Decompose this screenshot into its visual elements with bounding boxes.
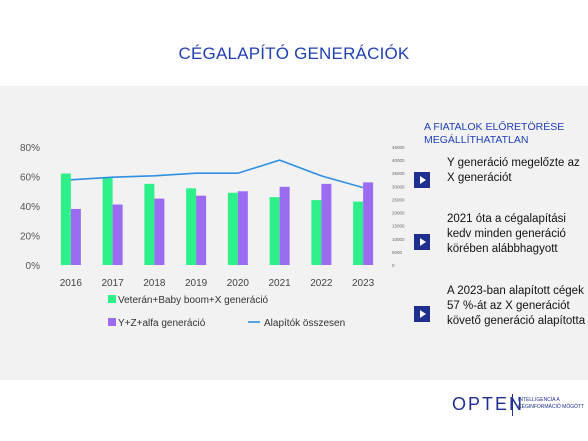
x-tick-label: 2016 xyxy=(60,278,83,289)
x-tick-label: 2019 xyxy=(185,278,208,289)
bar-older-gen xyxy=(227,192,238,265)
content-band xyxy=(0,86,588,380)
right-tick-label: 30000 xyxy=(392,184,405,189)
total-line xyxy=(70,159,364,189)
right-tick-label: 20000 xyxy=(392,211,405,216)
x-tick-label: 2021 xyxy=(269,278,292,289)
x-tick-label: 2017 xyxy=(102,278,125,289)
bars xyxy=(60,173,374,265)
right-tick-label: 10000 xyxy=(392,237,405,242)
bar-older-gen xyxy=(186,188,197,265)
bar-younger-gen xyxy=(279,186,290,265)
bar-younger-gen xyxy=(154,198,165,265)
logo-tagline: INTELLIGENCIA A CÉGINFORMÁCIÓ MÖGÖTT xyxy=(518,397,585,410)
play-arrow-icon xyxy=(414,306,430,322)
right-tick-label: 45000 xyxy=(392,145,405,150)
panel-subhead: A FIATALOK ELŐRETÖRÉSE MEGÁLLÍTHATATLAN xyxy=(424,121,565,146)
bar-younger-gen xyxy=(363,182,374,265)
bar-younger-gen xyxy=(196,195,207,265)
bar-younger-gen xyxy=(237,191,248,265)
legend-label: Y+Z+alfa generáció xyxy=(118,318,206,329)
page-title: CÉGALAPÍTÓ GENERÁCIÓK xyxy=(178,44,410,63)
x-axis-labels: 2016 2017 2018 2019 2020 2021 2022 2023 xyxy=(60,278,375,289)
x-tick-label: 2020 xyxy=(227,278,250,289)
legend-swatch xyxy=(108,318,116,326)
play-arrow-icon xyxy=(414,172,430,188)
right-tick-label: 25000 xyxy=(392,197,405,202)
legend: Veterán+Baby boom+X generáció Y+Z+alfa ge… xyxy=(108,295,345,329)
bar-younger-gen xyxy=(321,183,332,265)
total-founders-line xyxy=(70,159,364,189)
right-tick-label: 35000 xyxy=(392,171,405,176)
x-tick-label: 2022 xyxy=(310,278,333,289)
right-tick-label: 0 xyxy=(392,263,395,268)
bar-older-gen xyxy=(311,200,322,265)
bar-younger-gen xyxy=(70,208,81,265)
left-tick-label: 60% xyxy=(20,173,40,184)
left-tick-label: 80% xyxy=(20,143,40,154)
play-arrow-icon xyxy=(414,234,430,250)
left-axis: 0% 20% 40% 60% 80% xyxy=(20,143,40,272)
right-tick-label: 15000 xyxy=(392,224,405,229)
bar-older-gen xyxy=(144,183,155,265)
bullet-text: 2021 óta a cégalapítási kedv minden gene… xyxy=(447,213,566,255)
left-tick-label: 0% xyxy=(26,261,41,272)
x-tick-label: 2023 xyxy=(352,278,375,289)
generations-chart: 0% 20% 40% 60% 80% 0 5000 10000 15000 20000 25000… xyxy=(20,143,405,329)
right-tick-label: 40000 xyxy=(392,158,405,163)
bar-younger-gen xyxy=(112,204,123,265)
right-tick-label: 5000 xyxy=(392,250,403,255)
logo-divider xyxy=(512,394,513,416)
opten-logo: OPTEN xyxy=(452,394,525,414)
left-tick-label: 20% xyxy=(20,232,40,243)
bullet-text: A 2023-ban alapított cégek 57 %-át az X … xyxy=(447,285,586,327)
left-tick-label: 40% xyxy=(20,202,40,213)
bar-older-gen xyxy=(353,201,364,265)
legend-label: Veterán+Baby boom+X generáció xyxy=(118,295,269,306)
bar-older-gen xyxy=(269,197,280,265)
bar-older-gen xyxy=(102,177,113,265)
legend-label: Alapítók összesen xyxy=(264,318,345,329)
x-tick-label: 2018 xyxy=(143,278,166,289)
bullet-text: Y generáció megelőzte az X generációt xyxy=(447,157,580,184)
right-axis: 0 5000 10000 15000 20000 25000 30000 35000 40000… xyxy=(392,145,405,268)
bar-older-gen xyxy=(60,173,71,265)
legend-swatch xyxy=(108,295,116,303)
